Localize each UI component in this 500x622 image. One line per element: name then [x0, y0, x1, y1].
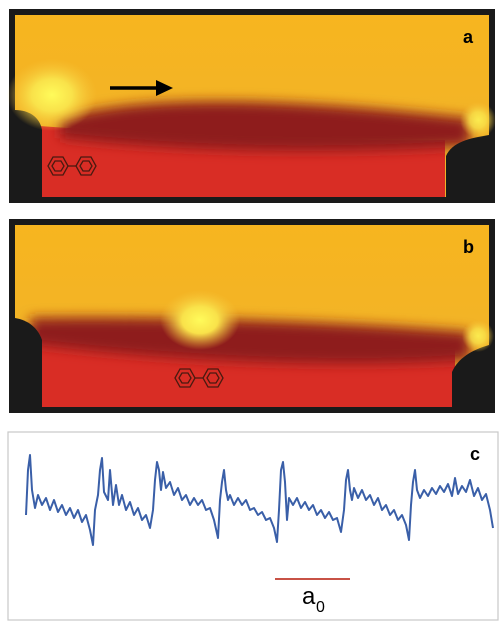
scale-bar-label: a: [302, 583, 316, 610]
panel-a-bright-spot: [7, 59, 97, 131]
panel-b-left-edge: [15, 318, 42, 407]
panel-a-letter: a: [463, 27, 474, 47]
right-arrow-icon: [110, 80, 173, 96]
panel-b-dark-band: [30, 317, 470, 364]
panel-b-letter: b: [463, 237, 474, 257]
signal-trace: [25, 454, 494, 546]
panel-c: a 0 c: [7, 431, 499, 621]
panel-a: a: [7, 9, 496, 203]
panel-b-edge-glow: [462, 320, 494, 352]
panel-a-edge-glow: [460, 102, 496, 138]
panel-b-right-edge: [452, 345, 489, 407]
biphenyl-molecule-icon: [174, 368, 224, 388]
panel-c-frame: [7, 431, 499, 621]
panel-b-bright-spot: [160, 290, 240, 350]
panel-c-letter: c: [470, 444, 480, 464]
panel-a-left-edge: [15, 110, 42, 197]
biphenyl-molecule-icon: [47, 156, 97, 176]
panel-b: b: [9, 219, 495, 413]
panel-a-right-edge: [446, 135, 489, 197]
panel-a-dark-band: [60, 101, 470, 152]
scale-bar-subscript: 0: [316, 599, 325, 616]
